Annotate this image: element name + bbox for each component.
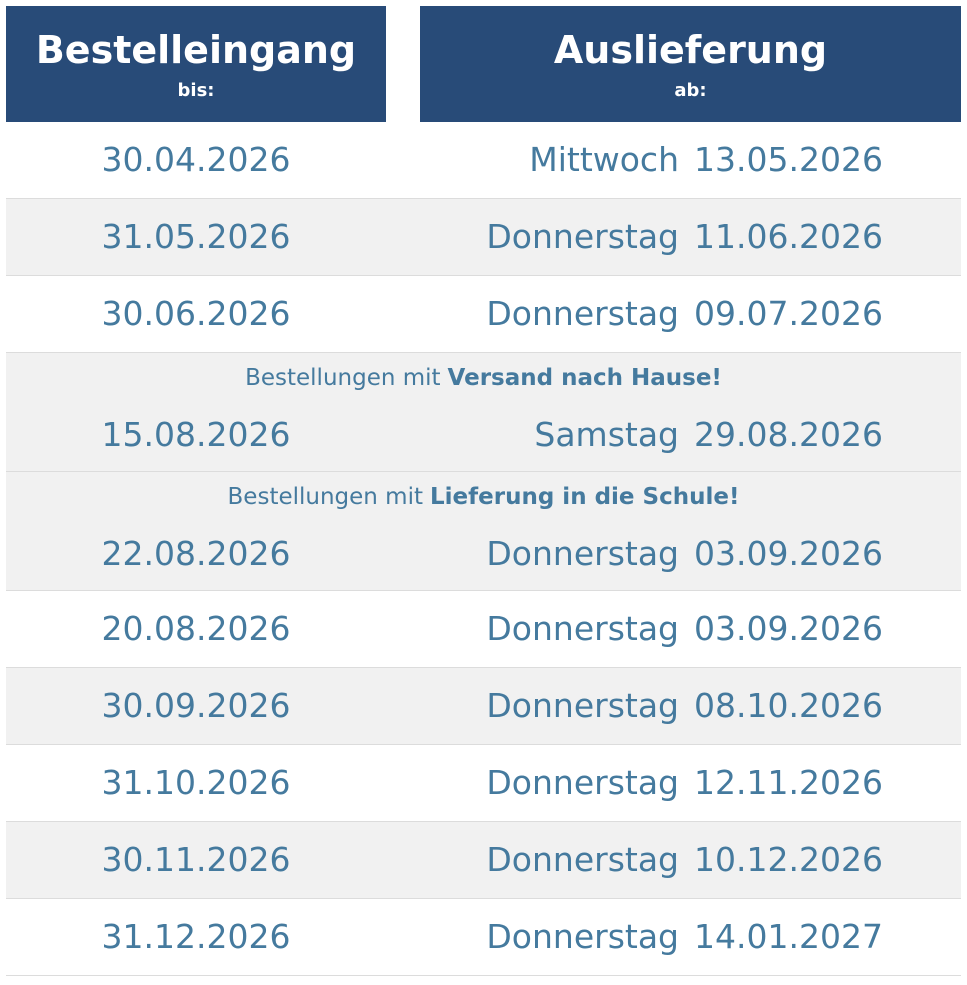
table-row: 30.06.2026 Donnerstag 09.07.2026: [6, 276, 961, 353]
weekday: Donnerstag: [486, 534, 679, 573]
header-title: Bestelleingang: [35, 28, 357, 72]
delivery-date: 03.09.2026: [694, 609, 883, 648]
order-date: 20.08.2026: [101, 609, 291, 648]
table-row: Bestellungen mit Versand nach Hause! 15.08…: [6, 353, 961, 472]
order-date: 31.05.2026: [101, 217, 291, 256]
table-row: 30.09.2026 Donnerstag 08.10.2026: [6, 668, 961, 745]
delivery-date: 12.11.2026: [694, 763, 883, 802]
header-order: Bestelleingang bis:: [6, 6, 386, 122]
delivery-date: 11.06.2026: [694, 217, 883, 256]
note-bold: Lieferung in die Schule!: [430, 484, 740, 510]
table-row: 20.08.2026 Donnerstag 03.09.2026: [6, 591, 961, 668]
weekday: Donnerstag: [486, 686, 679, 725]
weekday: Mittwoch: [529, 140, 679, 179]
table-row: 31.12.2026 Donnerstag 14.01.2027: [6, 899, 961, 976]
note-bold: Versand nach Hause!: [447, 365, 722, 391]
delivery-date: 10.12.2026: [694, 840, 883, 879]
header-title: Auslieferung: [553, 28, 828, 72]
delivery-date: 03.09.2026: [694, 534, 883, 573]
order-date: 30.06.2026: [101, 294, 291, 333]
weekday: Donnerstag: [486, 294, 679, 333]
header-sub: bis:: [177, 80, 215, 101]
delivery-date: 14.01.2027: [694, 917, 883, 956]
order-date: 31.10.2026: [101, 763, 291, 802]
weekday: Donnerstag: [486, 763, 679, 802]
row-note: Bestellungen mit Lieferung in die Schule!: [6, 484, 961, 510]
order-date: 30.09.2026: [101, 686, 291, 725]
delivery-date: 09.07.2026: [694, 294, 883, 333]
table-row: 31.10.2026 Donnerstag 12.11.2026: [6, 745, 961, 822]
order-date: 30.04.2026: [101, 140, 291, 179]
row-note: Bestellungen mit Versand nach Hause!: [6, 365, 961, 391]
order-date: 30.11.2026: [101, 840, 291, 879]
order-date: 15.08.2026: [101, 415, 291, 454]
weekday: Donnerstag: [486, 217, 679, 256]
weekday: Donnerstag: [486, 840, 679, 879]
delivery-date: 08.10.2026: [694, 686, 883, 725]
table-row: 30.04.2026 Mittwoch 13.05.2026: [6, 122, 961, 199]
table-body: 30.04.2026 Mittwoch 13.05.2026 31.05.2026 Do…: [6, 122, 961, 976]
weekday: Donnerstag: [486, 917, 679, 956]
weekday: Donnerstag: [486, 609, 679, 648]
header-sub: ab:: [674, 80, 707, 101]
note-text: Bestellungen mit: [227, 484, 423, 510]
header-delivery: Auslieferung ab:: [420, 6, 961, 122]
table-row: 30.11.2026 Donnerstag 10.12.2026: [6, 822, 961, 899]
delivery-date: 13.05.2026: [694, 140, 883, 179]
order-date: 22.08.2026: [101, 534, 291, 573]
table-row: Bestellungen mit Lieferung in die Schule!…: [6, 472, 961, 591]
note-text: Bestellungen mit: [245, 365, 441, 391]
weekday: Samstag: [534, 415, 679, 454]
order-date: 31.12.2026: [101, 917, 291, 956]
table-row: 31.05.2026 Donnerstag 11.06.2026: [6, 199, 961, 276]
delivery-date: 29.08.2026: [694, 415, 883, 454]
